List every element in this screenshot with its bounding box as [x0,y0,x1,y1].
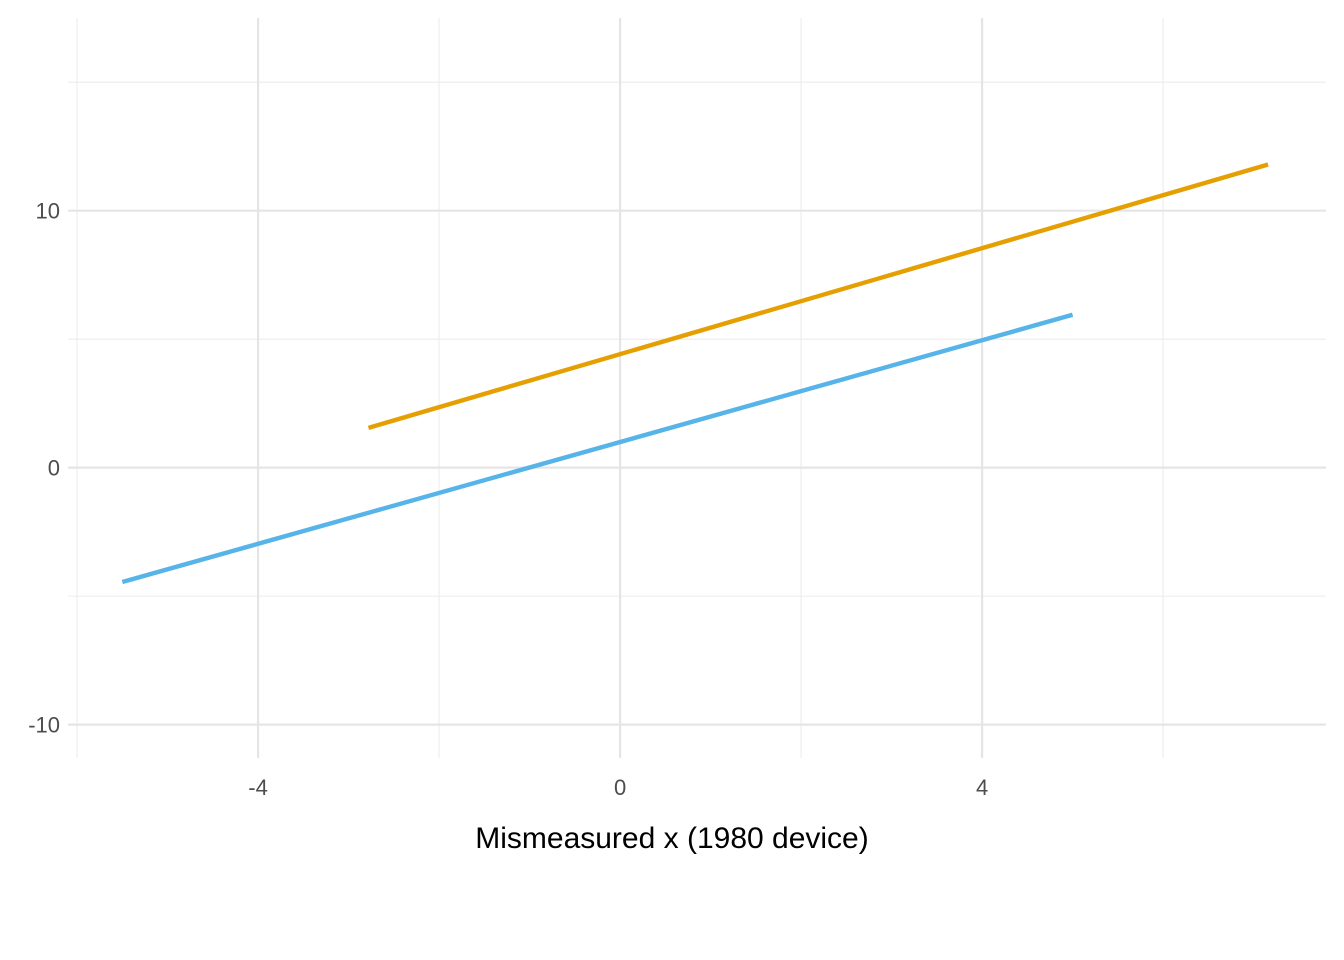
y-tick-label: 0 [48,456,60,481]
series-line-2 [121,312,1074,585]
y-tick-label: -10 [28,713,60,738]
series-layer [121,162,1269,585]
y-axis-tick-labels: -10 0 10 [28,199,60,738]
x-tick-label: 4 [976,775,988,800]
x-axis-title: Mismeasured x (1980 device) [475,822,869,855]
x-tick-label: 0 [614,775,626,800]
x-axis-tick-labels: -4 0 4 [248,775,988,800]
x-tick-label: -4 [248,775,268,800]
minor-gridlines [68,18,1326,758]
major-gridlines [68,18,1326,758]
series-line-1 [367,162,1269,430]
y-tick-label: 10 [36,199,60,224]
